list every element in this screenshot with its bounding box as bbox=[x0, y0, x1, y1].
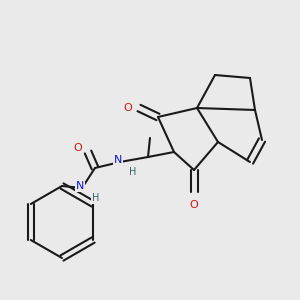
Text: N: N bbox=[76, 181, 84, 191]
Text: O: O bbox=[190, 200, 198, 210]
Text: O: O bbox=[124, 103, 132, 113]
Text: O: O bbox=[74, 143, 82, 153]
Text: H: H bbox=[129, 167, 137, 177]
Text: H: H bbox=[92, 193, 100, 203]
Text: N: N bbox=[114, 155, 122, 165]
